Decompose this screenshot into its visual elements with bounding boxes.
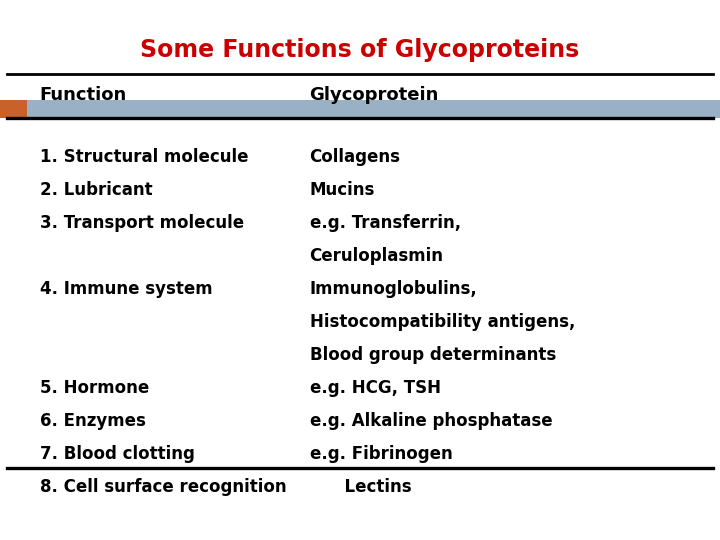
Text: Some Functions of Glycoproteins: Some Functions of Glycoproteins [140, 38, 580, 62]
Text: Mucins: Mucins [310, 181, 375, 199]
Text: 2. Lubricant: 2. Lubricant [40, 181, 152, 199]
Text: Immunoglobulins,: Immunoglobulins, [310, 280, 477, 298]
Text: Histocompatibility antigens,: Histocompatibility antigens, [310, 313, 575, 331]
Text: Lectins: Lectins [310, 478, 411, 496]
Bar [0, 100, 27, 118]
Text: 4. Immune system: 4. Immune system [40, 280, 212, 298]
Bar [0, 100, 720, 118]
Text: Blood group determinants: Blood group determinants [310, 346, 556, 364]
Text: 6. Enzymes: 6. Enzymes [40, 412, 145, 430]
Text: Ceruloplasmin: Ceruloplasmin [310, 247, 444, 265]
Text: 7. Blood clotting: 7. Blood clotting [40, 445, 194, 463]
Text: 5. Hormone: 5. Hormone [40, 379, 149, 397]
Text: Glycoprotein: Glycoprotein [310, 86, 439, 104]
Text: 1. Structural molecule: 1. Structural molecule [40, 148, 248, 166]
Text: Function: Function [40, 86, 127, 104]
Text: e.g. Fibrinogen: e.g. Fibrinogen [310, 445, 452, 463]
Text: e.g. Transferrin,: e.g. Transferrin, [310, 214, 461, 232]
Text: e.g. Alkaline phosphatase: e.g. Alkaline phosphatase [310, 412, 552, 430]
Text: 3. Transport molecule: 3. Transport molecule [40, 214, 244, 232]
Text: Collagens: Collagens [310, 148, 400, 166]
Text: e.g. HCG, TSH: e.g. HCG, TSH [310, 379, 441, 397]
Text: 8. Cell surface recognition: 8. Cell surface recognition [40, 478, 287, 496]
